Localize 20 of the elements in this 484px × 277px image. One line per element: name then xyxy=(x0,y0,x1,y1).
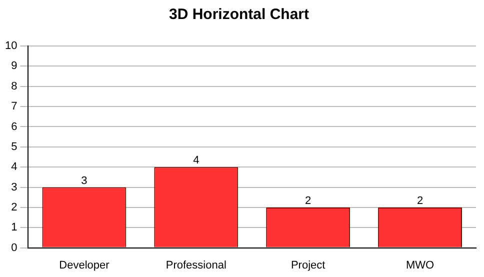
y-tick-label: 2 xyxy=(11,201,18,214)
y-tick-label: 8 xyxy=(11,80,18,92)
y-tick-label: 4 xyxy=(11,161,18,174)
y-tick-label: 6 xyxy=(11,120,18,133)
x-tick-label: Project xyxy=(290,259,326,272)
y-tick-label: 5 xyxy=(11,140,18,153)
x-tick-label: Developer xyxy=(59,259,110,272)
chart-title: 3D Horizontal Chart xyxy=(168,6,310,24)
y-tick-label: 0 xyxy=(11,242,18,254)
data-label: 3 xyxy=(81,174,88,187)
data-label: 4 xyxy=(193,154,200,167)
y-tick-label: 7 xyxy=(11,100,18,113)
x-tick-label: Professional xyxy=(166,259,226,272)
y-tick-label: 10 xyxy=(4,40,18,52)
data-label: 2 xyxy=(305,194,312,207)
y-tick-label: 9 xyxy=(11,60,18,72)
data-label: 2 xyxy=(416,194,424,207)
x-tick-label: MWO xyxy=(406,259,435,272)
y-tick-label: 1 xyxy=(11,222,18,234)
y-tick-label: 3 xyxy=(11,181,18,194)
